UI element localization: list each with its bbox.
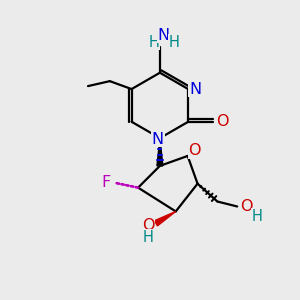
Text: F: F [102, 175, 111, 190]
Text: O: O [216, 114, 228, 129]
Text: N: N [189, 82, 201, 97]
Text: H: H [142, 230, 154, 245]
Text: O: O [142, 218, 154, 233]
Polygon shape [157, 138, 163, 166]
Text: H: H [168, 34, 179, 50]
Text: O: O [240, 199, 252, 214]
Text: H: H [252, 209, 262, 224]
Text: O: O [188, 143, 201, 158]
Polygon shape [154, 212, 176, 226]
Text: H: H [148, 34, 159, 50]
Text: N: N [158, 28, 170, 43]
Text: N: N [152, 132, 164, 147]
